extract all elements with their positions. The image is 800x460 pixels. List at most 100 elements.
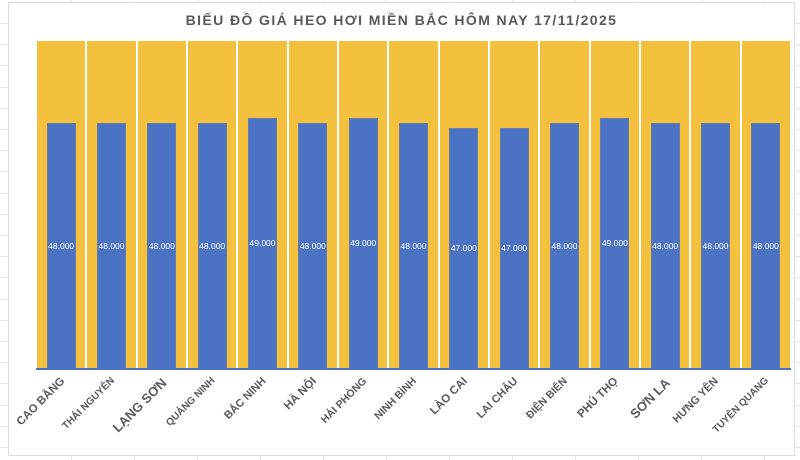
- worksheet-gridline: [512, 0, 513, 2]
- chart-title: BIỂU ĐỒ GIÁ HEO HƠI MIỀN BẮC HÔM NAY 17/…: [185, 12, 618, 28]
- worksheet-gridline: [795, 129, 800, 130]
- value-label: 48.000: [299, 240, 326, 251]
- category-label: LAI CHÂU: [474, 375, 520, 421]
- worksheet-gridline: [0, 320, 8, 321]
- worksheet-gridline: [197, 456, 198, 460]
- worksheet-gridline: [638, 456, 639, 460]
- bar: 48.000: [550, 123, 579, 369]
- value-label: 48.000: [148, 240, 175, 251]
- worksheet-gridline: [323, 456, 324, 460]
- worksheet-gridline: [0, 299, 8, 300]
- worksheet-gridline: [0, 214, 8, 215]
- worksheet-gridline: [0, 277, 8, 278]
- value-label: 48.000: [752, 240, 779, 251]
- worksheet-gridline: [0, 235, 8, 236]
- worksheet-gridline: [0, 405, 8, 406]
- worksheet-gridline: [795, 277, 800, 278]
- worksheet-gridline: [0, 150, 8, 151]
- value-label: 49.000: [601, 238, 628, 249]
- bar: 49.000: [600, 118, 630, 369]
- worksheet-gridline: [795, 150, 800, 151]
- bar: 47.000: [449, 128, 479, 369]
- worksheet-gridline: [0, 44, 8, 45]
- value-label: 48.000: [199, 240, 226, 251]
- worksheet-gridline: [575, 0, 576, 2]
- worksheet-gridline: [795, 44, 800, 45]
- chart-canvas: BIỂU ĐỒ GIÁ HEO HƠI MIỀN BẮC HÔM NAY 17/…: [8, 2, 795, 456]
- worksheet-gridline: [386, 456, 387, 460]
- worksheet-gridline: [0, 362, 8, 363]
- worksheet-gridline: [134, 456, 135, 460]
- category-label: TUYÊN QUANG: [710, 375, 771, 436]
- value-label: 48.000: [652, 240, 679, 251]
- category-axis-line: [36, 368, 791, 370]
- worksheet-gridline: [795, 426, 800, 427]
- value-label: 48.000: [400, 240, 427, 251]
- category-label: SƠN LA: [627, 375, 674, 422]
- worksheet-gridline: [795, 214, 800, 215]
- bar: 48.000: [399, 123, 428, 369]
- worksheet-gridline: [795, 405, 800, 406]
- worksheet-gridline: [795, 108, 800, 109]
- worksheet-gridline: [71, 0, 72, 2]
- worksheet-gridline: [260, 456, 261, 460]
- category-label: PHÚ THỌ: [575, 375, 621, 421]
- worksheet-gridline: [795, 362, 800, 363]
- worksheet-gridline: [0, 23, 8, 24]
- worksheet-gridline: [764, 456, 765, 460]
- category-label: LÀO CAI: [427, 375, 470, 418]
- bar: 49.000: [348, 118, 378, 369]
- worksheet-gridline: [701, 456, 702, 460]
- worksheet-gridline: [0, 87, 8, 88]
- worksheet-gridline: [0, 383, 8, 384]
- category-label: LẠNG SƠN: [109, 375, 170, 436]
- worksheet-gridline: [701, 0, 702, 2]
- worksheet-gridline: [764, 0, 765, 2]
- category-label: NINH BÌNH: [372, 375, 420, 423]
- worksheet-gridline: [795, 87, 800, 88]
- worksheet-gridline: [260, 0, 261, 2]
- category-label: CAO BẰNG: [14, 375, 67, 429]
- bar: 48.000: [46, 123, 76, 369]
- bar: 48.000: [751, 123, 781, 369]
- worksheet-gridline: [795, 193, 800, 194]
- bar: 48.000: [97, 123, 126, 369]
- value-label: 48.000: [551, 240, 578, 251]
- worksheet-gridline: [386, 0, 387, 2]
- worksheet-gridline: [795, 235, 800, 236]
- worksheet-gridline: [795, 171, 800, 172]
- category-label: HÀ NỘI: [281, 375, 319, 413]
- worksheet-gridline: [795, 299, 800, 300]
- worksheet-gridline: [134, 0, 135, 2]
- worksheet-gridline: [0, 447, 8, 448]
- worksheet-gridline: [0, 171, 8, 172]
- category-label: HƯNG YÊN: [671, 375, 722, 426]
- bar: 48.000: [197, 123, 227, 369]
- worksheet-gridline: [323, 0, 324, 2]
- bar: 48.000: [650, 123, 680, 369]
- worksheet-gridline: [0, 65, 8, 66]
- worksheet-gridline: [0, 108, 8, 109]
- category-label: QUẢNG NINH: [163, 375, 218, 429]
- category-label: THÁI NGUYÊN: [60, 375, 117, 432]
- bar: 48.000: [298, 123, 328, 369]
- worksheet-gridline: [795, 256, 800, 257]
- worksheet-gridline: [0, 129, 8, 130]
- category-label: HẢI PHÒNG: [318, 375, 369, 426]
- worksheet-gridline: [512, 456, 513, 460]
- worksheet-gridline: [449, 0, 450, 2]
- bar: 48.000: [147, 123, 177, 369]
- bar: 47.000: [499, 128, 529, 369]
- plot-area: 48.000 48.000 48.000 48.000 49.000 48.000 49.0…: [36, 41, 791, 369]
- value-label: 49.000: [350, 238, 377, 249]
- worksheet-gridline: [71, 456, 72, 460]
- value-label: 47.000: [450, 243, 477, 254]
- value-label: 48.000: [702, 240, 729, 251]
- worksheet-gridline: [449, 456, 450, 460]
- category-label: ĐIỆN BIÊN: [524, 375, 571, 422]
- worksheet-gridline: [0, 256, 8, 257]
- worksheet-gridline: [197, 0, 198, 2]
- worksheet-gridline: [0, 193, 8, 194]
- worksheet-gridline: [795, 447, 800, 448]
